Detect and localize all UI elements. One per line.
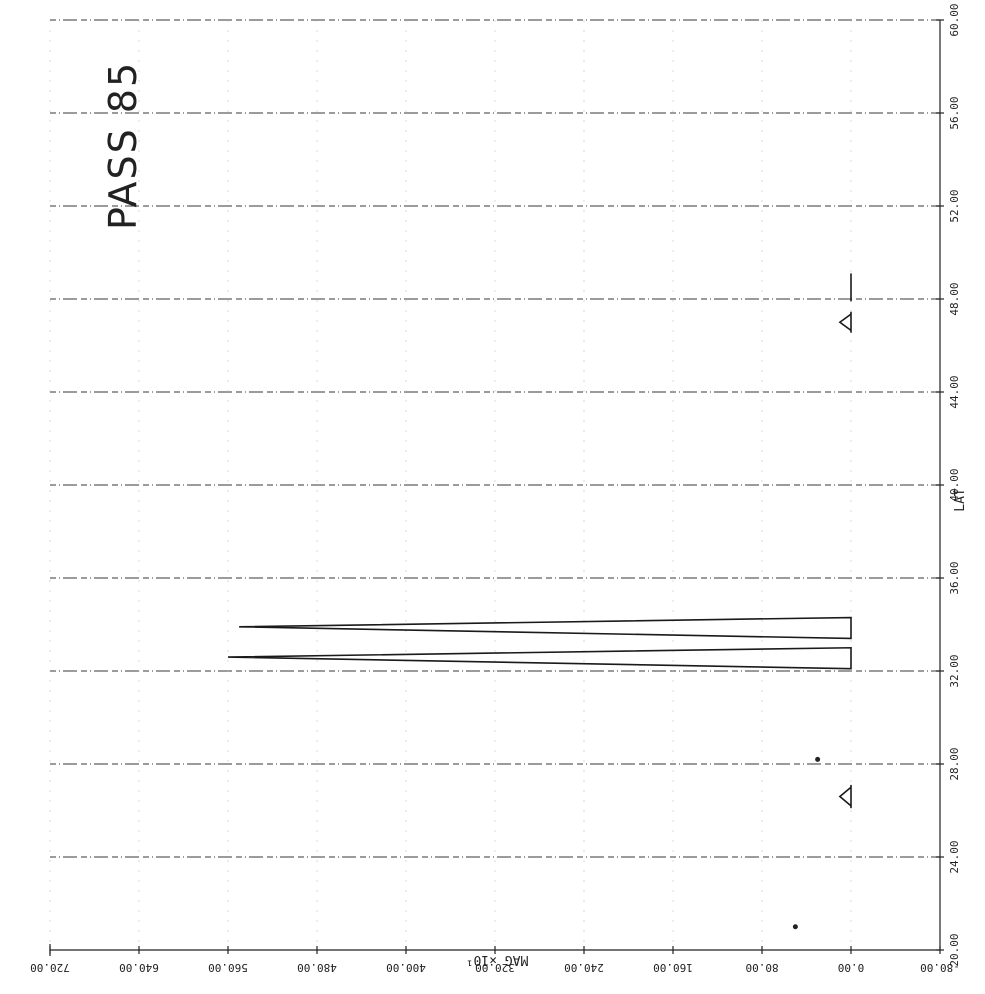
tick-label-mag: 480.00 <box>297 961 337 974</box>
data-dot <box>815 756 821 762</box>
tick-label-mag: 560.00 <box>208 961 248 974</box>
chevron-marker <box>838 786 852 807</box>
tick-label-mag: 0.00 <box>838 961 865 974</box>
tick-labels: 20.00 24.00 28.00 32.00 36.00 40.00 44.00 48.00… <box>30 3 961 974</box>
chart-title: PASS 85 <box>101 61 145 230</box>
tick-label-lat: 36.00 <box>948 561 961 594</box>
tick-label-lat: 24.00 <box>948 840 961 873</box>
traces <box>227 273 852 670</box>
gridlines <box>49 19 941 950</box>
tick-label-mag: 320.00 <box>475 961 515 974</box>
tick-label-lat: 40.00 <box>948 468 961 501</box>
tick-label-lat: 48.00 <box>948 282 961 315</box>
y-axis-label: MAG ×10¹ <box>466 952 529 967</box>
tick-label-mag: 160.00 <box>653 961 693 974</box>
tick-label-lat: 56.00 <box>948 96 961 129</box>
spike-trace <box>227 646 852 670</box>
tick-label-mag: 240.00 <box>564 961 604 974</box>
tick-label-mag: 640.00 <box>119 961 159 974</box>
tick-label-mag: 80.00 <box>745 961 778 974</box>
tick-label-lat: 60.00 <box>948 3 961 36</box>
spike-trace <box>239 616 852 640</box>
axes <box>49 19 944 956</box>
tick-label-lat: 20.00 <box>948 933 961 966</box>
tick-label-lat: 32.00 <box>948 654 961 687</box>
tick-label-lat: 52.00 <box>948 189 961 222</box>
chevron-marker <box>838 313 852 332</box>
tick-label-mag: -80.00 <box>920 961 960 974</box>
markers <box>792 311 852 930</box>
tick-label-lat: 28.00 <box>948 747 961 780</box>
data-dot <box>792 924 798 930</box>
x-axis-label: LAT <box>953 488 968 512</box>
tick-label-lat: 44.00 <box>948 375 961 408</box>
tick-label-mag: 720.00 <box>30 961 70 974</box>
tick-label-mag: 400.00 <box>386 961 426 974</box>
